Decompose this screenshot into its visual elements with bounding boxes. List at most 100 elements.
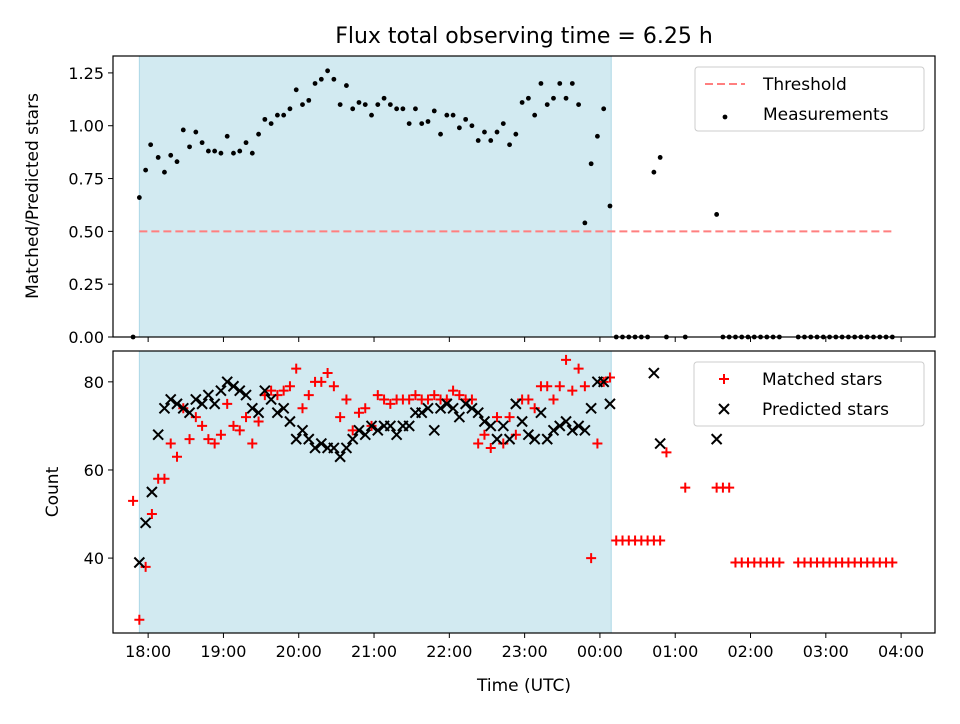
measurement-point (482, 129, 487, 135)
predicted-star-point (428, 424, 440, 437)
predicted-star-point (510, 398, 522, 410)
predicted-star-point (485, 420, 497, 432)
measurement-point (369, 112, 374, 118)
measurement-point (155, 155, 161, 160)
predicted-star-point (497, 420, 510, 432)
legend-box (694, 66, 925, 132)
matched-star-point (291, 363, 302, 374)
predicted-star-point (441, 398, 453, 410)
matched-star-point (410, 390, 421, 401)
matched-star-point (253, 416, 264, 427)
matched-star-point (284, 381, 295, 392)
legend-label: Measurements (763, 105, 889, 125)
matched-star-point (655, 535, 666, 546)
y-tick-label: 40 (84, 549, 104, 568)
x-tick-label: 01:00 (652, 642, 698, 661)
matched-star-point (567, 385, 578, 396)
legend-predicted-swatch (718, 403, 730, 415)
measurement-point (519, 100, 525, 105)
predicted-star-point (541, 433, 553, 445)
x-axis-label: Time (UTC) (476, 676, 571, 696)
legend-label: Predicted stars (762, 400, 889, 420)
predicted-star-point (202, 389, 215, 401)
measurement-point (344, 83, 349, 88)
measurement-point (400, 106, 406, 112)
measurement-point (595, 133, 600, 139)
predicted-star-point (284, 415, 296, 428)
measurement-point (212, 148, 218, 154)
measurement-point (444, 112, 450, 118)
predicted-star-point (459, 398, 472, 410)
bottom-series-0 (128, 354, 898, 625)
x-tick-label: 19:00 (200, 642, 246, 661)
predicted-star-point (359, 429, 371, 441)
matched-star-point (335, 412, 346, 423)
top-y-axis-label: Matched/Predicted stars (23, 93, 43, 299)
y-tick-label: 0.25 (68, 275, 104, 294)
measurement-point (256, 131, 261, 137)
measurement-point (231, 150, 236, 156)
predicted-star-point (554, 420, 566, 432)
matched-star-point (209, 438, 220, 449)
matched-star-point (504, 412, 515, 423)
bottom-y-axis-label: Count (43, 466, 63, 517)
matched-star-point (165, 438, 176, 449)
predicted-star-point (227, 380, 240, 392)
predicted-star-point (390, 429, 403, 441)
measurement-point (306, 97, 312, 103)
matched-star-point (554, 381, 565, 392)
measurement-point (218, 150, 224, 156)
matched-star-point (385, 398, 396, 409)
predicted-star-point (372, 424, 384, 437)
predicted-star-point (171, 398, 183, 410)
predicted-star-point (309, 442, 321, 454)
top-axes: 0.00 0.25 0.50 0.75 1.00 1.25 Threshold Measure… (68, 55, 936, 347)
y-tick-label: 80 (84, 373, 104, 392)
matched-star-point (887, 557, 898, 568)
measurement-point (300, 102, 305, 107)
measurement-point (569, 81, 575, 86)
matched-star-point (448, 385, 459, 396)
predicted-star-point (572, 420, 585, 432)
predicted-star-point (259, 384, 271, 397)
measurement-point (237, 148, 243, 154)
predicted-star-point (334, 451, 346, 463)
predicted-star-point (277, 402, 290, 414)
predicted-star-point (434, 402, 447, 414)
measurement-point (187, 144, 192, 150)
predicted-star-point (215, 384, 227, 397)
measurement-point (281, 112, 287, 118)
measurement-point (249, 150, 255, 156)
measurement-point (576, 102, 581, 107)
matched-star-point (529, 403, 540, 414)
predicted-star-point (416, 406, 428, 419)
measurement-point (551, 95, 556, 101)
y-tick-label: 0.00 (68, 328, 104, 347)
measurement-point (651, 169, 657, 175)
predicted-star-point (265, 393, 277, 406)
measurement-point (714, 212, 720, 217)
matched-star-point (190, 412, 201, 423)
measurement-point (387, 102, 393, 107)
predicted-star-point (547, 424, 560, 437)
measurement-point (463, 116, 469, 122)
matched-star-point (134, 614, 145, 625)
matched-star-point (341, 394, 352, 405)
measurement-point (381, 95, 387, 101)
measurement-point (657, 155, 663, 160)
legend-measurements-swatch (722, 114, 728, 120)
y-tick-label: 60 (84, 461, 104, 480)
predicted-star-point (340, 442, 353, 454)
predicted-star-point (240, 389, 252, 401)
top-shaded-interval (138, 55, 612, 338)
matched-star-point (184, 434, 195, 445)
matched-star-point (266, 385, 277, 396)
measurement-point (588, 161, 594, 167)
measurement-point (199, 140, 205, 146)
matched-star-point (272, 390, 283, 401)
matched-star-point (303, 390, 314, 401)
matched-star-point (404, 394, 415, 405)
matched-star-point (661, 447, 672, 458)
x-tick-label: 20:00 (276, 642, 322, 661)
